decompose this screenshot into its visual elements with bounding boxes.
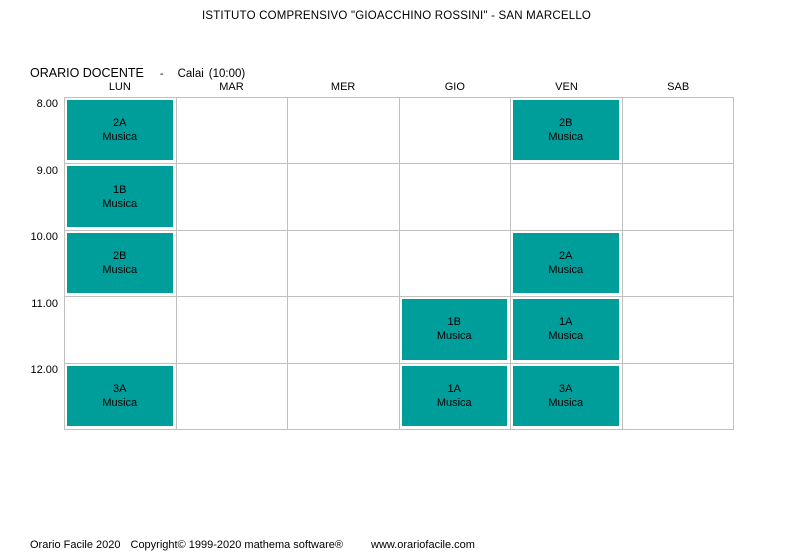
lesson-3a-lun[interactable]: 3A Musica — [67, 365, 173, 426]
lesson-class-label: 2A — [559, 249, 573, 262]
time-column: 8.00 9.00 10.00 11.00 12.00 — [0, 97, 61, 430]
lesson-subject-label: Musica — [436, 330, 472, 343]
lesson-2b-lun[interactable]: 2B Musica — [67, 232, 173, 294]
teacher-weekly-hours: (10:00) — [208, 68, 246, 80]
cell-sab-8.00[interactable] — [622, 98, 734, 165]
cell-ven-12.00[interactable]: 3A Musica — [511, 363, 623, 430]
cell-lun-9.00[interactable]: 1B Musica — [65, 164, 177, 231]
lesson-subject-label: Musica — [102, 263, 138, 276]
lesson-subject-label: Musica — [548, 263, 584, 276]
cell-gio-11.00[interactable]: 1B Musica — [399, 297, 511, 364]
lesson-class-label: 1A — [559, 316, 573, 329]
cell-mar-8.00[interactable] — [176, 98, 288, 165]
lesson-subject-label: Musica — [548, 396, 584, 409]
lesson-3a-ven[interactable]: 3A Musica — [513, 365, 619, 426]
cell-mer-11.00[interactable] — [288, 297, 400, 364]
lesson-1b-gio[interactable]: 1B Musica — [401, 299, 507, 360]
footer-app-name: Orario Facile 2020 — [30, 539, 121, 551]
footer-website: www.orariofacile.com — [371, 539, 475, 551]
lesson-class-label: 3A — [113, 382, 127, 395]
cell-mar-10.00[interactable] — [176, 230, 288, 298]
cell-mer-8.00[interactable] — [288, 98, 400, 165]
lesson-class-label: 1B — [113, 183, 127, 196]
lesson-class-label: 2A — [113, 117, 127, 130]
lesson-1a-gio[interactable]: 1A Musica — [401, 365, 507, 426]
lesson-class-label: 1B — [447, 316, 461, 329]
lesson-2b-ven[interactable]: 2B Musica — [513, 100, 619, 161]
day-header-ven: VEN — [555, 81, 578, 93]
cell-mar-11.00[interactable] — [176, 297, 288, 364]
cell-lun-12.00[interactable]: 3A Musica — [65, 363, 177, 430]
cell-ven-10.00[interactable]: 2A Musica — [511, 230, 623, 298]
time-label-8.00: 8.00 — [36, 98, 58, 110]
schedule-type-label: ORARIO DOCENTE — [30, 66, 144, 80]
teacher-name: Calai — [177, 68, 204, 80]
day-header-sab: SAB — [667, 81, 690, 93]
lesson-subject-label: Musica — [548, 330, 584, 343]
day-header-mer: MER — [330, 81, 356, 93]
lesson-subject-label: Musica — [548, 131, 584, 144]
lesson-2a-lun[interactable]: 2A Musica — [67, 100, 173, 161]
cell-mer-12.00[interactable] — [288, 363, 400, 430]
cell-ven-8.00[interactable]: 2B Musica — [511, 98, 623, 165]
lesson-subject-label: Musica — [436, 396, 472, 409]
school-title: ISTITUTO COMPRENSIVO "GIOACCHINO ROSSINI… — [201, 10, 592, 22]
day-header-mar: MAR — [219, 81, 244, 93]
cell-sab-12.00[interactable] — [622, 363, 734, 430]
time-label-11.00: 11.00 — [31, 297, 58, 310]
cell-gio-9.00[interactable] — [399, 164, 511, 231]
lesson-2a-ven[interactable]: 2A Musica — [513, 232, 619, 294]
lesson-class-label: 2B — [559, 117, 573, 130]
cell-lun-8.00[interactable]: 2A Musica — [65, 98, 177, 165]
cell-gio-8.00[interactable] — [399, 98, 511, 165]
schedule-header: ORARIO DOCENTE - Calai (10:00) — [30, 66, 245, 80]
cell-sab-10.00[interactable] — [622, 230, 734, 298]
footer: Orario Facile 2020 Copyright© 1999-2020 m… — [30, 539, 475, 551]
cell-mer-9.00[interactable] — [288, 164, 400, 231]
cell-mar-12.00[interactable] — [176, 363, 288, 430]
cell-mer-10.00[interactable] — [288, 230, 400, 298]
cell-gio-12.00[interactable]: 1A Musica — [399, 363, 511, 430]
cell-mar-9.00[interactable] — [176, 164, 288, 231]
lesson-class-label: 3A — [559, 382, 573, 395]
cell-ven-11.00[interactable]: 1A Musica — [511, 297, 623, 364]
lesson-class-label: 2B — [113, 249, 127, 262]
day-header-row: LUN MAR MER GIO VEN SAB — [64, 81, 734, 96]
cell-sab-11.00[interactable] — [622, 297, 734, 364]
lesson-1a-ven[interactable]: 1A Musica — [513, 299, 619, 360]
day-header-lun: LUN — [108, 81, 131, 93]
cell-sab-9.00[interactable] — [622, 164, 734, 231]
cell-lun-10.00[interactable]: 2B Musica — [65, 230, 177, 298]
time-label-10.00: 10.00 — [30, 231, 58, 244]
footer-copyright: Copyright© 1999-2020 mathema software® — [130, 539, 344, 551]
lesson-subject-label: Musica — [102, 197, 138, 210]
schedule-header-separator: - — [159, 68, 164, 80]
lesson-class-label: 1A — [447, 382, 461, 395]
cell-lun-11.00[interactable] — [65, 297, 177, 364]
time-label-9.00: 9.00 — [36, 164, 58, 177]
cell-ven-9.00[interactable] — [511, 164, 623, 231]
cell-gio-10.00[interactable] — [399, 230, 511, 298]
lesson-subject-label: Musica — [102, 131, 138, 144]
time-label-12.00: 12.00 — [30, 364, 58, 377]
lesson-subject-label: Musica — [102, 396, 138, 409]
day-header-gio: GIO — [444, 81, 465, 93]
lesson-1b-lun[interactable]: 1B Musica — [67, 166, 173, 227]
timetable-grid: 2A Musica 2B Musica 1B Musica 2B Musica 2A Musica… — [64, 97, 734, 430]
